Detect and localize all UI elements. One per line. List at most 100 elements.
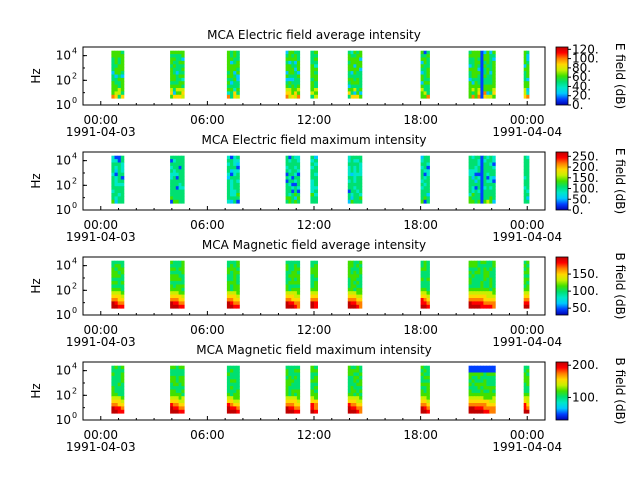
spectrogram-cell [492, 379, 496, 384]
spectrogram-cell [178, 298, 182, 302]
spectrogram-cell [426, 169, 430, 174]
spectrogram-cell [486, 277, 490, 282]
spectrogram-cell [477, 274, 481, 279]
spectrogram-cell [480, 67, 484, 72]
spectrogram-cell [468, 369, 472, 373]
spectrogram-cell [170, 267, 174, 272]
spectrogram-cell [468, 94, 472, 99]
spectrogram-cell [347, 94, 351, 99]
spectrogram-cell [347, 91, 351, 96]
spectrogram-cell [230, 274, 234, 279]
spectrogram-cell [117, 399, 122, 404]
spectrogram-cell [117, 270, 122, 275]
spectrogram-cell [310, 74, 315, 79]
spectrogram-cell [233, 74, 237, 79]
spectrogram-cell [468, 81, 472, 85]
spectrogram-block [468, 155, 496, 204]
spectrogram-cell [426, 155, 430, 160]
spectrogram-cell [285, 277, 289, 282]
spectrogram-cell [474, 291, 478, 295]
spectrogram-cell [523, 386, 527, 390]
spectrogram-cell [526, 172, 530, 177]
spectrogram-cell [356, 274, 360, 279]
spectrogram-cell [296, 260, 301, 265]
spectrogram-block [347, 365, 363, 414]
spectrogram-cell [230, 193, 234, 197]
spectrogram-cell [347, 159, 351, 163]
spectrogram-cell [120, 392, 125, 397]
y-tick-label: 10 [56, 413, 71, 427]
spectrogram-cell [288, 77, 292, 82]
spectrogram-cell [347, 57, 351, 62]
spectrogram-cell [350, 71, 354, 75]
spectrogram-cell [111, 196, 115, 201]
spectrogram-cell [230, 176, 234, 180]
spectrogram-cell [426, 60, 430, 65]
spectrogram-cell [423, 284, 427, 289]
spectrogram-cell [353, 274, 357, 279]
spectrogram-cell [486, 186, 490, 190]
spectrogram-cell [294, 196, 298, 201]
spectrogram-cell [117, 287, 122, 292]
spectrogram-cell [178, 155, 182, 160]
spectrogram-cell [291, 182, 295, 187]
spectrogram-cell [236, 399, 240, 404]
spectrogram-cell [120, 409, 125, 414]
spectrogram-cell [468, 267, 472, 272]
spectrogram-cell [175, 88, 179, 92]
spectrogram-cell [120, 74, 125, 79]
spectrogram-cell [347, 409, 351, 414]
spectrogram-cell [526, 199, 530, 204]
spectrogram-cell [114, 193, 118, 197]
spectrogram-cell [523, 304, 527, 309]
spectrogram-cell [526, 67, 530, 72]
spectrogram-cell [420, 274, 424, 279]
spectrogram-cell [350, 304, 354, 309]
spectrogram-cell [170, 274, 174, 279]
spectrogram-cell [172, 301, 177, 306]
spectrogram-cell [356, 375, 360, 380]
spectrogram-cell [492, 169, 496, 174]
spectrogram-cell [426, 81, 430, 85]
spectrogram-cell [181, 186, 185, 190]
spectrogram-cell [423, 298, 427, 302]
spectrogram-cell [356, 264, 360, 268]
spectrogram-cell [477, 60, 481, 65]
spectrogram-cell [181, 274, 185, 279]
spectrogram-cell [236, 264, 240, 268]
spectrogram-cell [296, 64, 301, 69]
spectrogram-cell [359, 179, 363, 184]
spectrogram-cell [523, 365, 527, 370]
spectrogram-cell [350, 277, 354, 282]
spectrogram-cell [468, 386, 472, 390]
spectrogram-cell [294, 382, 298, 387]
spectrogram-cell [288, 94, 292, 99]
spectrogram-cell [426, 403, 430, 407]
spectrogram-cell [347, 406, 351, 411]
spectrogram-cell [175, 386, 179, 390]
spectrogram-cell [172, 71, 177, 75]
spectrogram-block [347, 50, 363, 99]
spectrogram-cell [486, 386, 490, 390]
spectrogram-cell [350, 57, 354, 62]
spectrogram-cell [359, 57, 363, 62]
spectrogram-cell [483, 196, 487, 201]
spectrogram-cell [120, 64, 125, 69]
spectrogram-cell [172, 298, 177, 302]
spectrogram-cell [314, 392, 318, 397]
spectrogram-cell [288, 304, 292, 309]
spectrogram-cell [420, 64, 424, 69]
spectrogram-cell [172, 74, 177, 79]
spectrogram-cell [291, 189, 295, 194]
spectrogram-cell [233, 196, 237, 201]
spectrogram-cell [468, 50, 472, 55]
spectrogram-cell [175, 294, 179, 299]
spectrogram-cell [226, 365, 231, 370]
spectrogram-cell [483, 71, 487, 75]
spectrogram-cell [120, 60, 125, 65]
spectrogram-cell [483, 54, 487, 58]
spectrogram-cell [170, 291, 174, 295]
spectrogram-cell [120, 50, 125, 55]
spectrogram-cell [294, 270, 298, 275]
spectrogram-cell [492, 155, 496, 160]
